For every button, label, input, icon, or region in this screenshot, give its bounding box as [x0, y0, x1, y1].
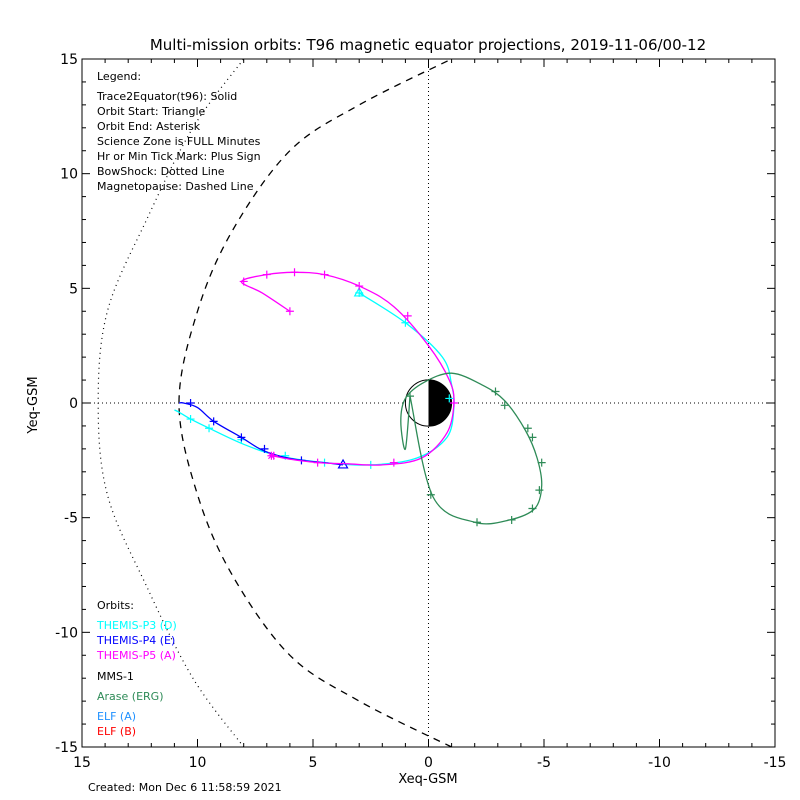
orbit-themis-p3-d-tick-mark: [445, 394, 454, 403]
earth-nightside: [428, 379, 452, 427]
orbit-arase-erg-tick-mark: [426, 490, 435, 499]
legend-line-magnetopause: Magnetopause: Dashed Line: [97, 180, 254, 193]
orbit-themis-p5-a-tick-mark: [403, 311, 412, 320]
orbit-themis-p5-a-tick-mark: [290, 268, 299, 277]
legend-box: Legend: Trace2Equator(t96): Solid Orbit …: [96, 70, 261, 193]
orbit-themis-p4-e-line: [178, 401, 344, 466]
orbit-legend-themis-p5: THEMIS-P5 (A): [96, 649, 176, 662]
orbit-themis-p3-d-tick-mark: [401, 318, 410, 327]
orbit-themis-p3-d-tick-mark: [205, 424, 214, 433]
chart-title: Multi-mission orbits: T96 magnetic equat…: [150, 36, 706, 54]
orbit-arase-erg-tick-mark: [537, 458, 546, 467]
orbit-legend-elf-a: ELF (A): [97, 710, 136, 723]
orbit-arase-erg-tick-mark: [406, 392, 415, 401]
orbit-themis-p5-a-tick-mark: [262, 270, 271, 279]
x-tick-label: 5: [309, 755, 318, 771]
orbit-arase-erg-tick-mark: [528, 433, 537, 442]
orbit-arase-erg-tick-mark: [523, 424, 532, 433]
orbit-themis-p5-a-tick-mark: [449, 399, 458, 407]
x-tick-label: 0: [424, 755, 433, 771]
legend-line-trace: Trace2Equator(t96): Solid: [96, 90, 237, 103]
orbit-themis-p5-a-line: [240, 271, 455, 466]
legend-line-end: Orbit End: Asterisk: [97, 120, 201, 133]
legend-heading: Legend:: [97, 70, 141, 83]
orbits-heading: Orbits:: [97, 599, 134, 612]
orbit-themis-p5-a-tick-mark: [320, 270, 329, 279]
orbit-legend-themis-p4: THEMIS-P4 (E): [96, 634, 175, 647]
y-tick-label: 10: [60, 167, 78, 183]
x-tick-label: -5: [537, 755, 551, 771]
y-tick-label: -15: [55, 740, 78, 756]
orbit-themis-p5-a-end-asterisk: [267, 451, 276, 460]
orbit-themis-p3-d-tick-mark: [186, 415, 195, 424]
legend-line-start: Orbit Start: Triangle: [97, 105, 206, 118]
orbit-themis-p4-e-tick-mark: [260, 444, 269, 453]
orbit-themis-p5-a-tick-mark: [355, 282, 364, 291]
orbit-arase-erg-tick-mark: [473, 518, 482, 527]
legend-line-tick-mark: Hr or Min Tick Mark: Plus Sign: [97, 150, 261, 163]
legend-line-science-zone: Science Zone is FULL Minutes: [97, 135, 261, 148]
orbit-legend-mms-1: MMS-1: [97, 670, 134, 683]
orbit-arase-erg-tick-mark: [507, 515, 516, 524]
bow-shock-line: [97, 59, 245, 747]
y-tick-label: 5: [69, 281, 78, 297]
orbits-legend: Orbits: THEMIS-P3 (D) THEMIS-P4 (E) THEM…: [96, 599, 177, 738]
orbit-arase-erg-line: [400, 372, 543, 525]
orbit-themis-p5-a-tick-mark: [313, 458, 322, 467]
orbit-arase-erg-tick-mark: [491, 387, 500, 396]
orbit-themis-p5-a-tick-mark: [389, 458, 398, 467]
x-tick-label: 15: [73, 755, 91, 771]
y-tick-label: -10: [55, 625, 78, 641]
x-tick-label: -15: [764, 755, 787, 771]
orbit-legend-elf-b: ELF (B): [97, 725, 136, 738]
orbit-themis-p3-d-line: [174, 292, 455, 466]
orbit-themis-p4-e-tick-mark: [209, 417, 218, 426]
orbit-themis-p4-e-tick-mark: [186, 399, 195, 407]
x-axis-label: Xeq-GSM: [398, 772, 457, 787]
orbit-arase-erg-tick-mark: [528, 504, 537, 513]
x-tick-label: 10: [189, 755, 207, 771]
orbit-themis-p3-d-start-triangle: [353, 286, 365, 297]
y-tick-label: 0: [69, 396, 78, 412]
y-tick-label: 15: [60, 52, 78, 68]
y-tick-label: -5: [64, 511, 78, 527]
y-axis-label: Yeq-GSM: [26, 376, 41, 434]
orbit-legend-arase: Arase (ERG): [97, 690, 163, 703]
orbit-arase-erg-tick-mark: [535, 486, 544, 495]
magnetopause-line: [178, 59, 452, 747]
orbit-themis-p5-a-tick-mark: [239, 277, 248, 286]
orbit-themis-p4-e-tick-mark: [237, 433, 246, 442]
x-tick-label: -10: [648, 755, 671, 771]
created-footer: Created: Mon Dec 6 11:58:59 2021: [88, 781, 282, 794]
orbit-arase-erg-tick-mark: [500, 401, 509, 410]
orbit-legend-themis-p3: THEMIS-P3 (D): [96, 619, 177, 632]
plot-area: 15 10 5 0 -5 -10 -15 -15 -10 -5 0 5 10 15: [55, 52, 786, 771]
legend-line-bowshock: BowShock: Dotted Line: [97, 165, 225, 178]
orbit-themis-p5-a-tick-mark: [285, 307, 294, 316]
